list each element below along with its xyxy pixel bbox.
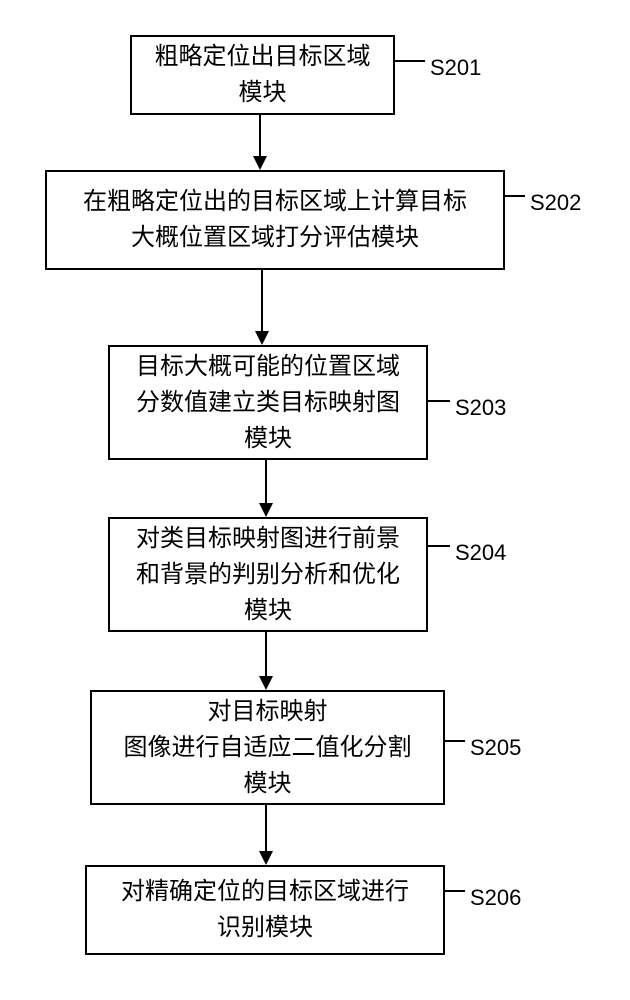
- step-label-3: S203: [455, 395, 506, 421]
- step-label-4: S204: [455, 540, 506, 566]
- node-6-text: 对精确定位的目标区域进行识别模块: [121, 874, 409, 946]
- node-5-text: 对目标映射图像进行自适应二值化分割模块: [124, 694, 412, 802]
- connector-6: [445, 890, 465, 892]
- arrowhead-1-2: [253, 156, 267, 170]
- step-label-2: S202: [530, 190, 581, 216]
- connector-2: [505, 195, 525, 197]
- step-label-1: S201: [430, 55, 481, 81]
- step-label-6: S206: [470, 885, 521, 911]
- node-3-text: 目标大概可能的位置区域分数值建立类目标映射图模块: [136, 349, 400, 457]
- connector-5: [445, 740, 465, 742]
- step-label-5: S205: [470, 735, 521, 761]
- node-4-text: 对类目标映射图进行前景和背景的判别分析和优化模块: [136, 521, 400, 629]
- flowchart-node-3: 目标大概可能的位置区域分数值建立类目标映射图模块: [108, 345, 428, 460]
- flowchart-node-5: 对目标映射图像进行自适应二值化分割模块: [90, 690, 445, 805]
- arrow-3-4: [265, 460, 267, 503]
- node-1-text: 粗略定位出目标区域模块: [155, 39, 371, 111]
- node-2-text: 在粗略定位出的目标区域上计算目标大概位置区域打分评估模块: [83, 184, 467, 256]
- connector-1: [395, 60, 425, 62]
- flowchart-node-4: 对类目标映射图进行前景和背景的判别分析和优化模块: [108, 517, 428, 632]
- arrowhead-4-5: [259, 676, 273, 690]
- arrow-1-2: [259, 115, 261, 156]
- arrow-2-3: [261, 270, 263, 331]
- arrowhead-2-3: [255, 331, 269, 345]
- arrowhead-3-4: [259, 503, 273, 517]
- arrow-5-6: [265, 805, 267, 851]
- flowchart-node-1: 粗略定位出目标区域模块: [130, 35, 395, 115]
- connector-4: [428, 545, 450, 547]
- arrow-4-5: [265, 632, 267, 676]
- connector-3: [428, 400, 450, 402]
- flowchart-node-2: 在粗略定位出的目标区域上计算目标大概位置区域打分评估模块: [45, 170, 505, 270]
- flowchart-node-6: 对精确定位的目标区域进行识别模块: [85, 865, 445, 955]
- arrowhead-5-6: [259, 851, 273, 865]
